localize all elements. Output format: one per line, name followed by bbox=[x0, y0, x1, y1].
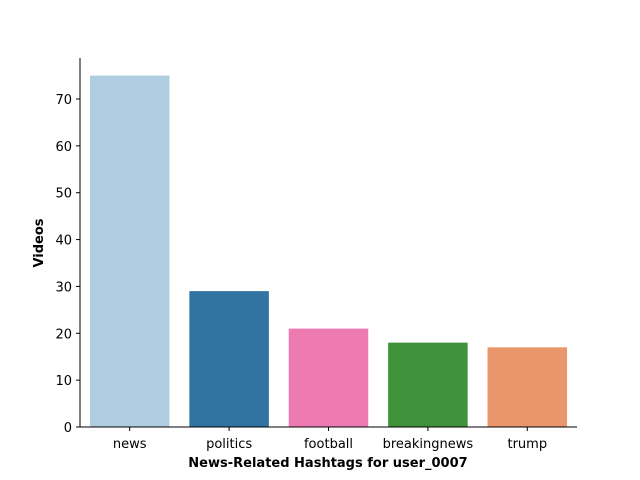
y-axis-title: Videos bbox=[32, 218, 47, 267]
y-tick-label: 40 bbox=[55, 234, 72, 249]
y-tick-label: 20 bbox=[55, 327, 72, 342]
x-tick-label: breakingnews bbox=[383, 437, 474, 452]
y-tick-label: 70 bbox=[55, 93, 72, 108]
bar-news bbox=[89, 75, 170, 428]
y-tick-label: 50 bbox=[55, 187, 72, 202]
y-tick-label: 60 bbox=[55, 140, 72, 155]
x-axis-ticks: news politics football breakingnews trump bbox=[113, 427, 547, 452]
x-tick-label: news bbox=[113, 437, 147, 452]
bar-politics bbox=[189, 291, 269, 427]
y-tick-label: 10 bbox=[55, 374, 72, 389]
y-tick-label: 30 bbox=[55, 280, 72, 295]
y-tick-label: 0 bbox=[64, 421, 72, 436]
x-tick-label: politics bbox=[206, 437, 252, 452]
bars-group bbox=[89, 75, 568, 428]
x-axis-title: News-Related Hashtags for user_0007 bbox=[188, 456, 467, 471]
y-axis-ticks: 0 10 20 30 40 50 60 70 bbox=[55, 93, 80, 436]
x-tick-label: trump bbox=[507, 437, 547, 452]
bar-breakingnews bbox=[388, 342, 468, 427]
bar-trump bbox=[487, 347, 568, 427]
bar-football bbox=[288, 328, 369, 427]
x-tick-label: football bbox=[304, 437, 353, 452]
